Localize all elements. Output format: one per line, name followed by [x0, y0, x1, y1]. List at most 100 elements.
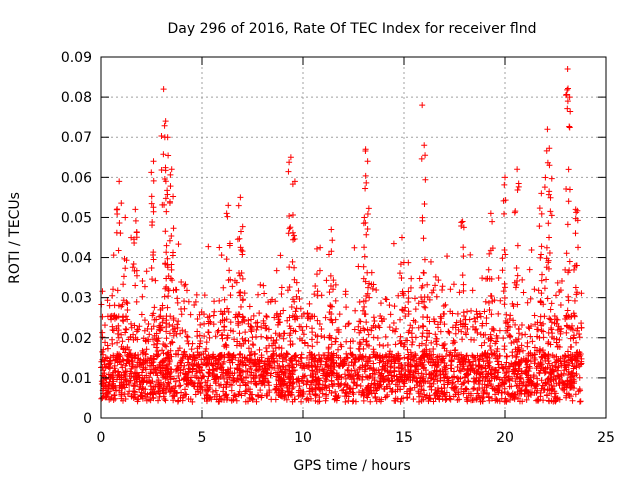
data-point: [463, 370, 470, 377]
data-point: [566, 392, 573, 399]
data-point: [116, 358, 123, 365]
data-point: [177, 359, 184, 366]
data-point: [295, 358, 302, 365]
data-point: [109, 327, 116, 334]
data-point: [325, 251, 332, 258]
data-point: [164, 255, 171, 262]
data-point: [276, 344, 283, 351]
data-point: [224, 332, 231, 339]
data-point: [419, 330, 426, 337]
data-point: [172, 383, 179, 390]
data-point: [287, 224, 294, 231]
data-point: [178, 311, 185, 318]
data-point: [548, 212, 555, 219]
data-point: [428, 289, 435, 296]
data-point: [280, 307, 287, 314]
data-point: [332, 316, 339, 323]
axis-ticks: 0 0.01 0.02 0.03 0.04 0.05 0.06 0.07 0.08 0.09 0 5 1…: [61, 50, 615, 446]
data-point: [382, 296, 389, 303]
data-point: [163, 208, 170, 215]
data-point: [446, 393, 453, 400]
data-point: [306, 391, 313, 398]
data-point: [174, 299, 181, 306]
data-point: [488, 382, 495, 389]
data-point: [109, 340, 116, 347]
data-point: [567, 335, 574, 342]
data-point: [308, 336, 315, 343]
data-point: [473, 374, 480, 381]
data-point: [252, 360, 259, 367]
data-point: [330, 371, 337, 378]
data-point: [565, 85, 572, 92]
data-point: [233, 397, 240, 404]
data-point: [130, 383, 137, 390]
data-point: [473, 308, 480, 315]
data-point: [516, 390, 523, 397]
data-point: [464, 326, 471, 333]
data-point: [260, 360, 267, 367]
data-point: [564, 323, 571, 330]
data-point: [380, 358, 387, 365]
data-point: [164, 350, 171, 357]
data-point: [272, 330, 279, 337]
data-point: [328, 248, 335, 255]
data-point: [443, 347, 450, 354]
data-point: [227, 276, 234, 283]
data-point: [253, 398, 260, 405]
data-point: [218, 369, 225, 376]
data-point: [543, 244, 550, 251]
data-point: [502, 174, 508, 181]
data-point: [116, 178, 123, 185]
data-point: [454, 363, 461, 370]
data-point: [575, 244, 582, 251]
data-point: [504, 365, 511, 372]
data-point: [232, 314, 239, 321]
data-point: [537, 313, 544, 320]
data-point: [392, 395, 399, 402]
data-point: [329, 237, 336, 244]
x-axis-label: GPS time / hours: [293, 458, 410, 474]
data-point: [163, 355, 170, 362]
data-point: [184, 359, 191, 366]
data-point: [115, 368, 122, 375]
data-point: [309, 325, 316, 332]
data-point: [202, 379, 209, 386]
data-point: [547, 306, 554, 313]
data-point: [276, 353, 283, 360]
data-point: [99, 356, 106, 363]
data-point: [229, 283, 236, 290]
data-point: [350, 385, 357, 392]
data-point: [418, 155, 425, 162]
data-point: [175, 347, 182, 354]
data-point: [493, 338, 500, 345]
data-point: [552, 292, 559, 299]
data-point: [205, 369, 212, 376]
data-point: [192, 298, 199, 305]
data-point: [256, 363, 263, 370]
data-point: [121, 384, 128, 391]
data-point: [549, 368, 556, 375]
data-point: [330, 366, 337, 373]
data-point: [519, 276, 526, 283]
data-point: [424, 334, 431, 341]
data-point: [503, 353, 510, 360]
data-point: [223, 384, 230, 391]
data-point: [482, 298, 489, 305]
data-point: [99, 313, 106, 320]
data-point: [162, 260, 169, 267]
data-point: [360, 307, 367, 314]
data-point: [439, 283, 446, 290]
data-point: [523, 357, 530, 364]
data-point: [364, 326, 371, 333]
data-point: [432, 273, 439, 280]
data-point: [573, 262, 580, 269]
data-point: [184, 377, 191, 384]
data-point: [140, 385, 147, 392]
data-point: [170, 392, 177, 399]
data-point: [203, 345, 210, 352]
data-point: [283, 350, 290, 357]
data-point: [170, 332, 177, 339]
data-point: [390, 319, 397, 326]
data-point: [163, 365, 170, 372]
data-point: [137, 393, 144, 400]
